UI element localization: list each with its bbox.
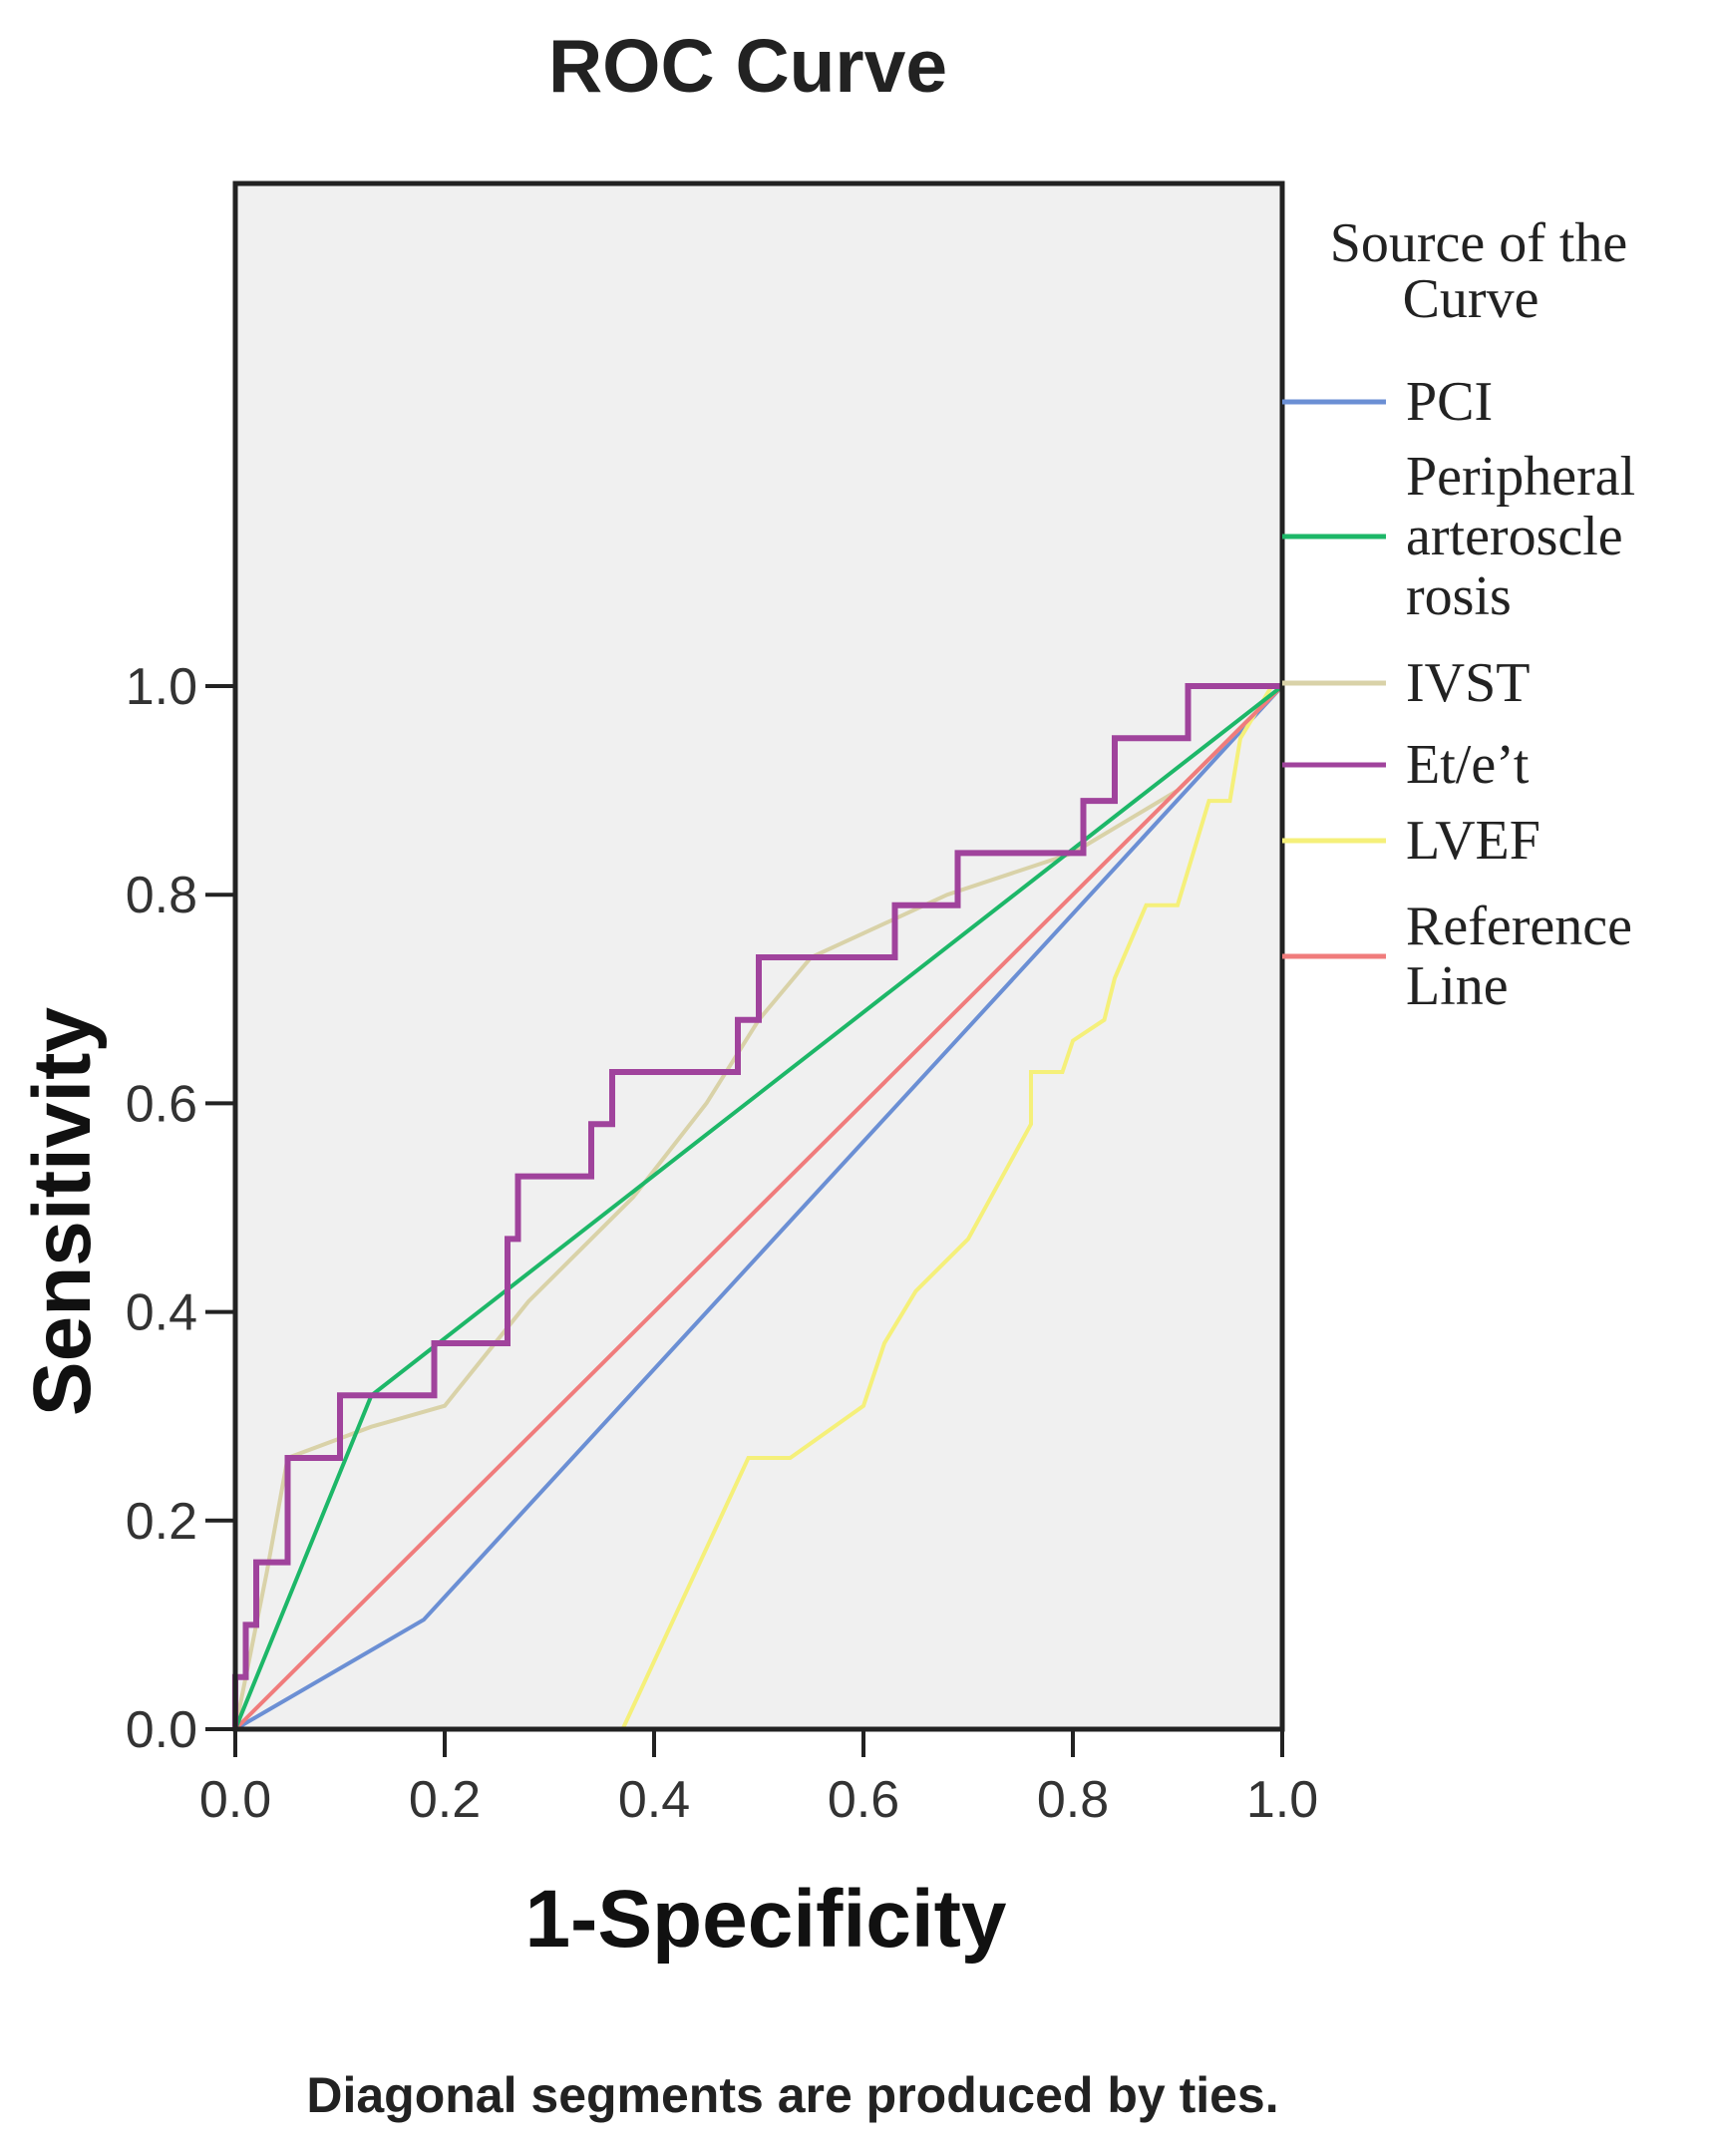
legend-label-lvef: LVEF (1406, 810, 1540, 872)
x-tick-label: 1.0 (1246, 1771, 1318, 1829)
legend-label-line: Reference (1406, 896, 1632, 957)
series-line-pci (233, 684, 1284, 1731)
series-line-reference-line (233, 684, 1284, 1731)
x-tick-label: 0.2 (409, 1771, 481, 1829)
series-line-ivst (233, 684, 1284, 1730)
y-tick-label: 0.0 (126, 1701, 197, 1759)
legend-label-line: IVST (1406, 652, 1530, 714)
legend-label-ivst: IVST (1406, 652, 1530, 714)
legend-label-et-e-t: Et/e’t (1406, 734, 1530, 796)
footnote: Diagonal segments are produced by ties. (306, 2067, 1278, 2123)
y-axis-title: Sensitivity (17, 1007, 108, 1417)
x-tick-label: 0.8 (1037, 1771, 1109, 1829)
series-line-et-e-t (232, 683, 1282, 1729)
legend-label-line: Line (1406, 955, 1509, 1017)
y-tick-label: 0.6 (126, 1075, 197, 1133)
legend-label-line: arteroscle (1406, 506, 1623, 567)
y-tick-label: 0.2 (126, 1493, 197, 1551)
legend-title-line: Source of the (1330, 212, 1628, 274)
legend-label-line: rosis (1406, 565, 1512, 627)
x-tick-label: 0.0 (199, 1771, 271, 1829)
x-tick-label: 0.6 (828, 1771, 899, 1829)
legend-title: Source of the Curve (1330, 212, 1642, 330)
series-line-lvef (235, 684, 1282, 1731)
ticks-layer: 0.0 0.2 0.4 0.6 0.8 1.0 0.0 0.2 0.4 0.6 0.8 1.0 (126, 658, 1318, 1829)
legend-label-line: PCI (1406, 371, 1493, 433)
legend-label-reference-line: Reference Line (1406, 896, 1632, 1017)
y-tick-label: 0.4 (126, 1284, 197, 1342)
legend-label-peripheral-arterosclerosis: Peripheral arteroscle rosis (1406, 446, 1635, 627)
legend-label-line: LVEF (1406, 810, 1540, 872)
legend: Source of the Curve PCI Peripheral arteros… (1282, 212, 1642, 1017)
y-tick-label: 1.0 (126, 658, 197, 716)
legend-label-line: Peripheral (1406, 446, 1635, 508)
legend-label-pci: PCI (1406, 371, 1493, 433)
chart-title: ROC Curve (548, 24, 947, 108)
x-axis-title: 1-Specificity (524, 1874, 1006, 1965)
series-layer (232, 683, 1284, 1731)
x-tick-label: 0.4 (618, 1771, 690, 1829)
y-tick-label: 0.8 (126, 867, 197, 924)
legend-label-line: Et/e’t (1406, 734, 1530, 796)
legend-title-line: Curve (1403, 268, 1539, 330)
